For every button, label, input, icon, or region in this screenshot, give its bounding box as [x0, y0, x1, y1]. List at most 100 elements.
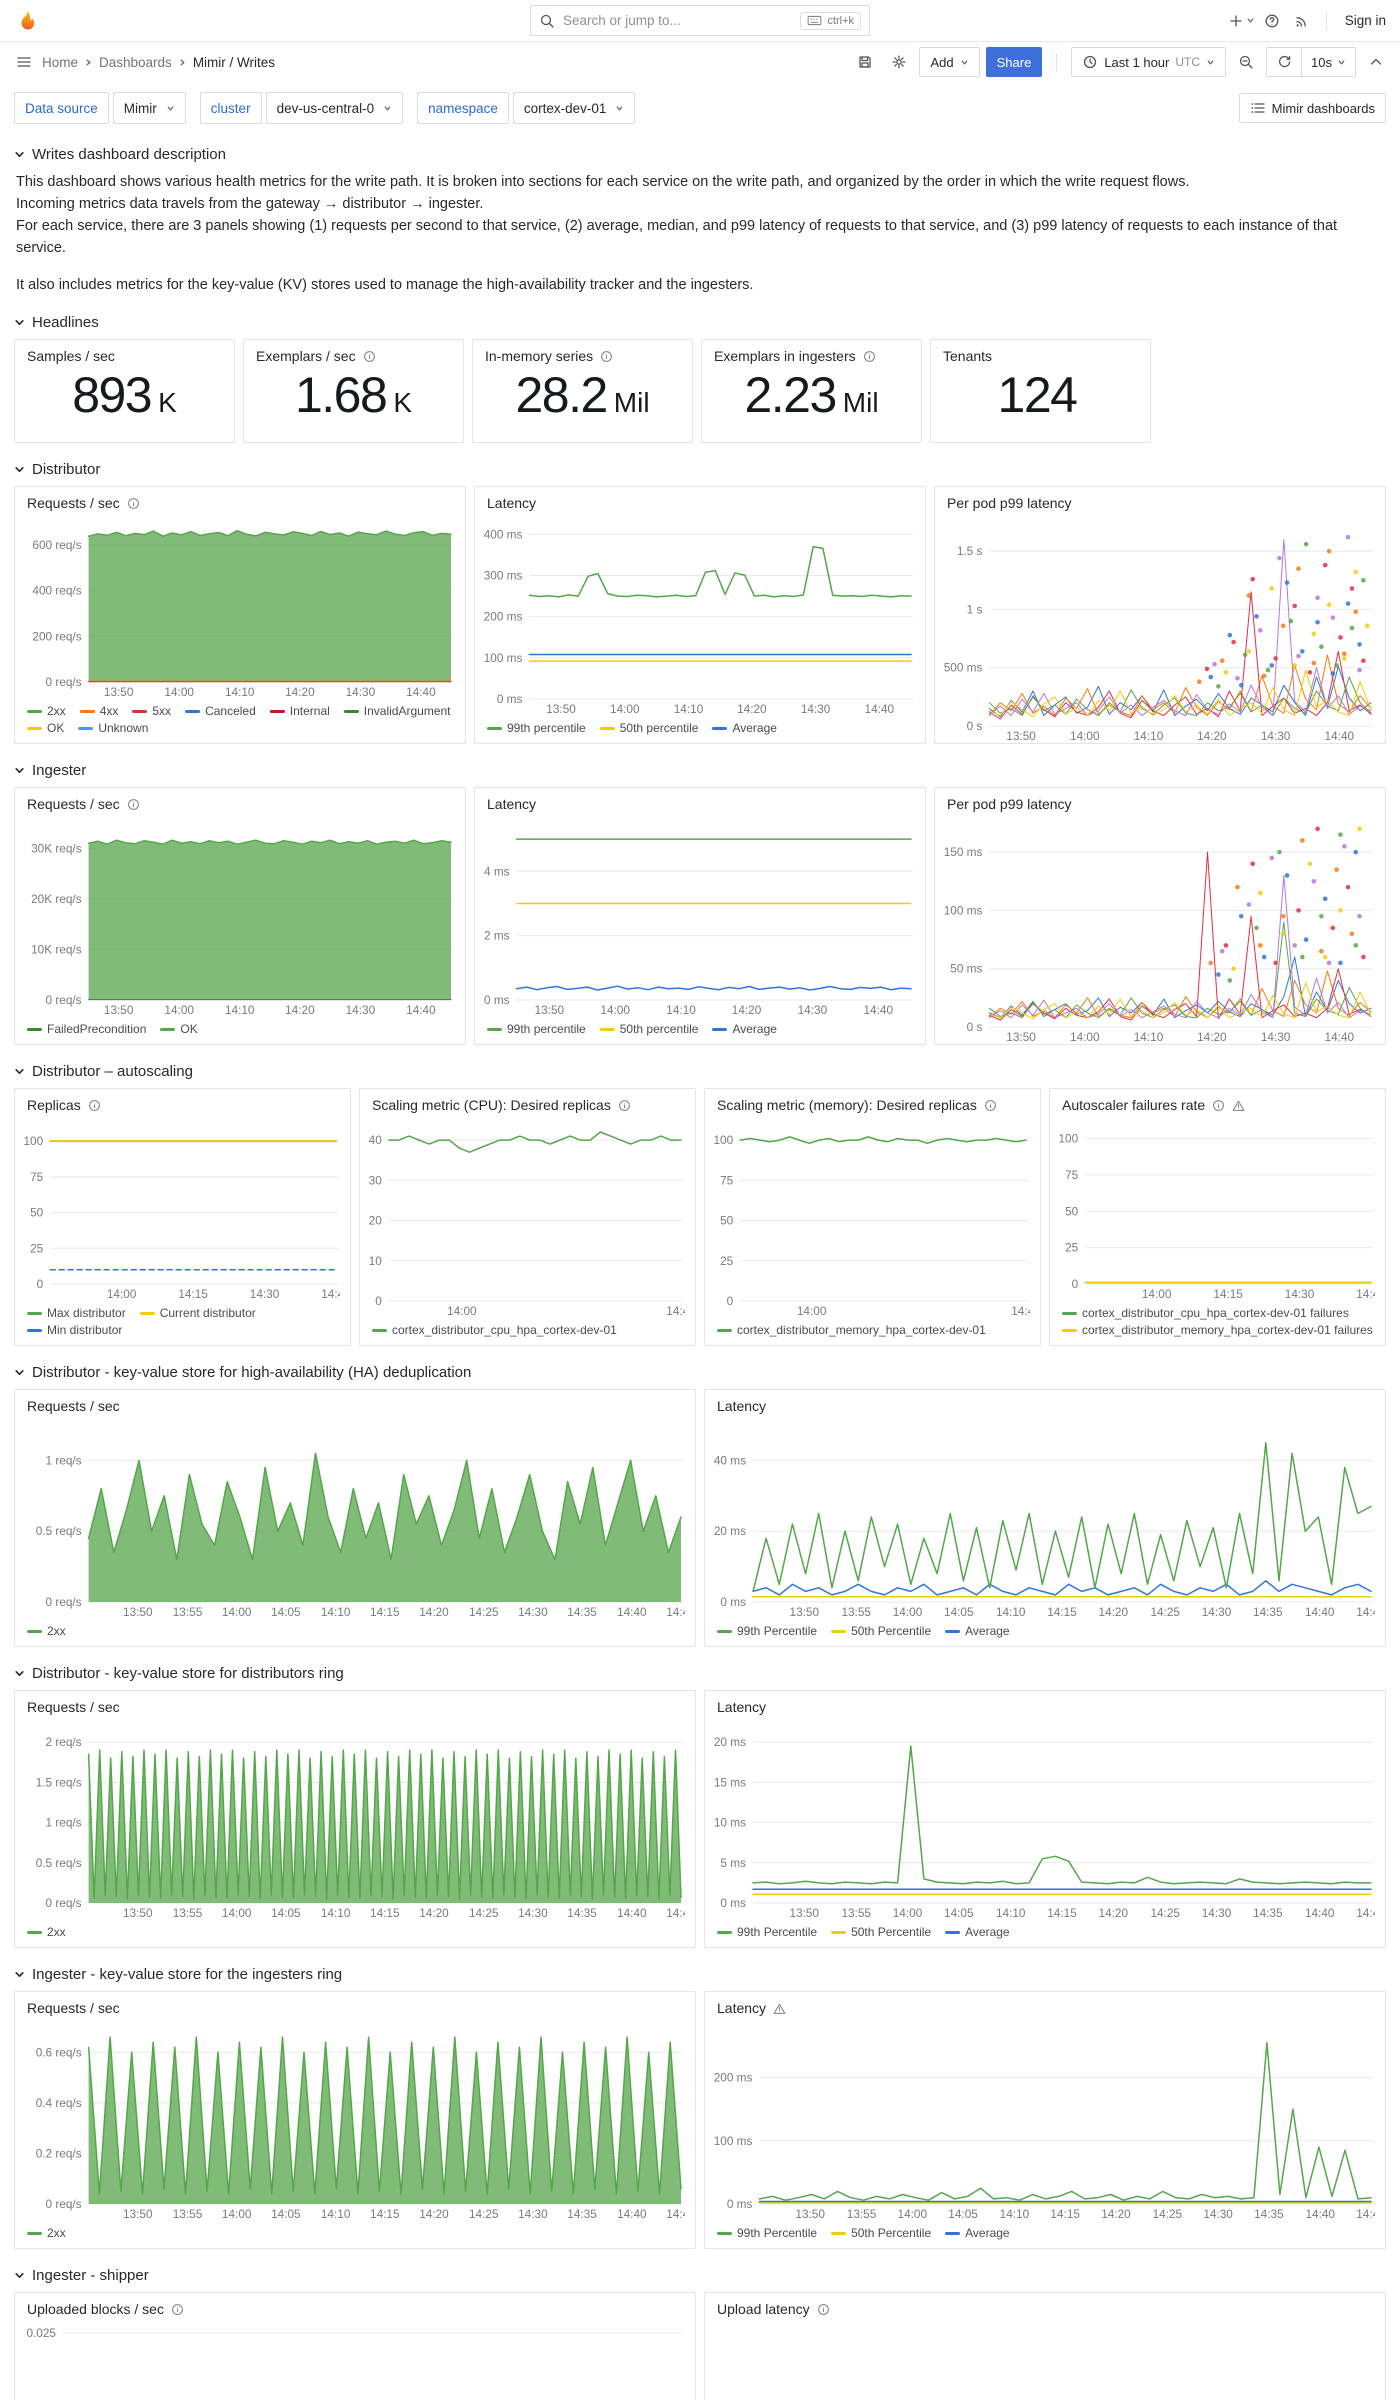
- legend-item[interactable]: cortex_distributor_cpu_hpa_cortex-dev-01…: [1062, 1306, 1349, 1320]
- legend-item[interactable]: 2xx: [27, 1624, 66, 1638]
- section-header-distributor[interactable]: Distributor: [14, 461, 1386, 478]
- legend-item[interactable]: Max distributor: [27, 1306, 126, 1320]
- breadcrumb-dashboards[interactable]: Dashboards: [99, 54, 172, 70]
- panel-header[interactable]: Tenants: [931, 340, 1150, 366]
- legend-item[interactable]: Canceled: [185, 704, 256, 718]
- memory-desired-replicas-chart[interactable]: 100 75 50 25 0 14:00 14:45: [711, 1119, 1030, 1318]
- ingester-requests-chart[interactable]: 30K req/s 20K req/s 10K req/s 0 req/s 13:50 1…: [21, 818, 455, 1017]
- info-icon[interactable]: [1212, 1099, 1225, 1112]
- plot-area[interactable]: 600 req/s 400 req/s 200 req/s 0 req/s 13:50 1…: [21, 517, 455, 699]
- plot-area[interactable]: 40 30 20 10 0 14:00 14:45: [366, 1119, 685, 1318]
- variable-value-dropdown[interactable]: Mimir: [112, 92, 186, 124]
- warning-icon[interactable]: [773, 2002, 786, 2015]
- panel-header[interactable]: Requests / sec: [15, 1691, 695, 1717]
- legend-item[interactable]: 4xx: [79, 704, 118, 718]
- legend-item[interactable]: 50th percentile: [599, 1022, 698, 1036]
- section-header-kv-ha[interactable]: Distributor - key-value store for high-a…: [14, 1364, 1386, 1381]
- legend-item[interactable]: 99th Percentile: [717, 2226, 817, 2240]
- share-button[interactable]: Share: [985, 47, 1043, 77]
- panel-header[interactable]: Replicas: [15, 1089, 350, 1115]
- legend-item[interactable]: 2xx: [27, 1925, 66, 1939]
- info-icon[interactable]: [171, 2303, 184, 2316]
- ingester-latency-chart[interactable]: 4 ms 2 ms 0 ms 13:50 14:00 14:10 14:20 14:30 14:…: [481, 818, 915, 1017]
- panel-header[interactable]: Samples / sec: [15, 340, 234, 366]
- panel-header[interactable]: Requests / sec: [15, 487, 465, 513]
- info-icon[interactable]: [363, 350, 376, 363]
- plot-area[interactable]: 100 75 50 25 0 14:00 14:15 14:30 14:45: [21, 1119, 340, 1301]
- plot-area[interactable]: 100 75 50 25 0 14:00 14:15 14:30 14:45: [1056, 1119, 1375, 1301]
- plot-area[interactable]: [711, 2323, 1375, 2400]
- section-header-distributor-autoscaling[interactable]: Distributor – autoscaling: [14, 1063, 1386, 1080]
- grafana-logo[interactable]: [14, 8, 40, 34]
- dashboard-settings-button[interactable]: [885, 48, 913, 76]
- plot-area[interactable]: 0.6 req/s 0.4 req/s 0.2 req/s 0 req/s 13:50 1…: [21, 2022, 685, 2221]
- search-box[interactable]: Search or jump to... ctrl+k: [530, 5, 870, 36]
- ingester-ring-kv-requests-chart[interactable]: 0.6 req/s 0.4 req/s 0.2 req/s 0 req/s 13:50 1…: [21, 2022, 685, 2221]
- mimir-dashboards-button[interactable]: Mimir dashboards: [1238, 93, 1386, 123]
- legend-item[interactable]: cortex_distributor_cpu_hpa_cortex-dev-01: [372, 1323, 617, 1337]
- collapse-toolbar-button[interactable]: [1362, 48, 1390, 76]
- plot-area[interactable]: 150 ms 100 ms 50 ms 0 s 13:50 14:00 14:10 14:20…: [941, 818, 1375, 1044]
- panel-header[interactable]: Latency: [475, 487, 925, 513]
- info-icon[interactable]: [618, 1099, 631, 1112]
- ingester-ring-kv-latency-chart[interactable]: 200 ms 100 ms 0 ms 13:50 13:55 14:00 14:05 14:1…: [711, 2022, 1375, 2221]
- time-range-picker[interactable]: Last 1 hour UTC: [1071, 47, 1227, 77]
- save-dashboard-button[interactable]: [851, 48, 879, 76]
- legend-item[interactable]: cortex_distributor_memory_hpa_cortex-dev…: [717, 1323, 986, 1337]
- legend-item[interactable]: Internal: [269, 704, 330, 718]
- panel-header[interactable]: In-memory series: [473, 340, 692, 366]
- panel-header[interactable]: Latency: [705, 1390, 1385, 1416]
- panel-header[interactable]: Per pod p99 latency: [935, 788, 1385, 814]
- legend-item[interactable]: Average: [712, 721, 777, 735]
- legend-item[interactable]: 99th Percentile: [717, 1624, 817, 1638]
- ring-kv-latency-chart[interactable]: 20 ms 15 ms 10 ms 5 ms 0 ms 13:50 13:55 14:00 14…: [711, 1721, 1375, 1920]
- variable-value-dropdown[interactable]: cortex-dev-01: [512, 92, 636, 124]
- legend-item[interactable]: Average: [945, 1624, 1010, 1638]
- legend-item[interactable]: 99th percentile: [487, 1022, 586, 1036]
- plot-area[interactable]: 200 ms 100 ms 0 ms 13:50 13:55 14:00 14:05 14:1…: [711, 2022, 1375, 2221]
- panel-header[interactable]: Requests / sec: [15, 1992, 695, 2018]
- add-button[interactable]: Add: [919, 47, 980, 77]
- help-icon[interactable]: [1258, 7, 1286, 35]
- panel-header[interactable]: Requests / sec: [15, 788, 465, 814]
- legend-item[interactable]: 99th percentile: [487, 721, 586, 735]
- legend-item[interactable]: FailedPrecondition: [27, 1022, 146, 1036]
- breadcrumb-home[interactable]: Home: [42, 54, 79, 70]
- warning-icon[interactable]: [1232, 1099, 1245, 1112]
- sign-in-button[interactable]: Sign in: [1344, 13, 1386, 28]
- legend-item[interactable]: 5xx: [132, 704, 171, 718]
- info-icon[interactable]: [863, 350, 876, 363]
- info-icon[interactable]: [88, 1099, 101, 1112]
- plot-area[interactable]: 400 ms 300 ms 200 ms 100 ms 0 ms 13:50 14:00 14…: [481, 517, 915, 716]
- legend-item[interactable]: 2xx: [27, 2226, 66, 2240]
- panel-header[interactable]: Uploaded blocks / sec: [15, 2293, 695, 2319]
- section-header-ingester[interactable]: Ingester: [14, 762, 1386, 779]
- ingester-per-pod-p99-chart[interactable]: 150 ms 100 ms 50 ms 0 s 13:50 14:00 14:10 14:20…: [941, 818, 1375, 1044]
- panel-header[interactable]: Requests / sec: [15, 1390, 695, 1416]
- distributor-latency-chart[interactable]: 400 ms 300 ms 200 ms 100 ms 0 ms 13:50 14:00 14…: [481, 517, 915, 716]
- section-header-description[interactable]: Writes dashboard description: [14, 146, 1386, 163]
- legend-item[interactable]: OK: [160, 1022, 198, 1036]
- panel-header[interactable]: Scaling metric (memory): Desired replica…: [705, 1089, 1040, 1115]
- panel-header[interactable]: Upload latency: [705, 2293, 1385, 2319]
- panel-header[interactable]: Latency: [475, 788, 925, 814]
- plot-area[interactable]: 4 ms 2 ms 0 ms 13:50 14:00 14:10 14:20 14:30 14:…: [481, 818, 915, 1017]
- distributor-per-pod-p99-chart[interactable]: 1.5 s 1 s 500 ms 0 s 13:50 14:00 14:10 14:20 14:…: [941, 517, 1375, 743]
- legend-item[interactable]: cortex_distributor_memory_hpa_cortex-dev…: [1062, 1323, 1373, 1337]
- legend-item[interactable]: Unknown: [78, 721, 148, 735]
- plot-area[interactable]: 1.5 s 1 s 500 ms 0 s 13:50 14:00 14:10 14:20 14:…: [941, 517, 1375, 743]
- legend-item[interactable]: 99th Percentile: [717, 1925, 817, 1939]
- legend-item[interactable]: OK: [27, 721, 64, 735]
- info-icon[interactable]: [127, 798, 140, 811]
- info-icon[interactable]: [127, 497, 140, 510]
- ha-kv-requests-chart[interactable]: 1 req/s 0.5 req/s 0 req/s 13:50 13:55 14:00 14…: [21, 1420, 685, 1619]
- section-header-headlines[interactable]: Headlines: [14, 314, 1386, 331]
- legend-item[interactable]: InvalidArgument: [343, 704, 451, 718]
- refresh-interval-button[interactable]: 10s: [1301, 48, 1355, 76]
- legend-item[interactable]: Average: [945, 2226, 1010, 2240]
- legend-item[interactable]: 50th percentile: [599, 721, 698, 735]
- distributor-requests-chart[interactable]: 600 req/s 400 req/s 200 req/s 0 req/s 13:50 1…: [21, 517, 455, 699]
- plot-area[interactable]: 2 req/s 1.5 req/s 1 req/s 0.5 req/s 0 req/s 1…: [21, 1721, 685, 1920]
- refresh-button[interactable]: [1267, 48, 1301, 76]
- legend-item[interactable]: 50th Percentile: [831, 1624, 931, 1638]
